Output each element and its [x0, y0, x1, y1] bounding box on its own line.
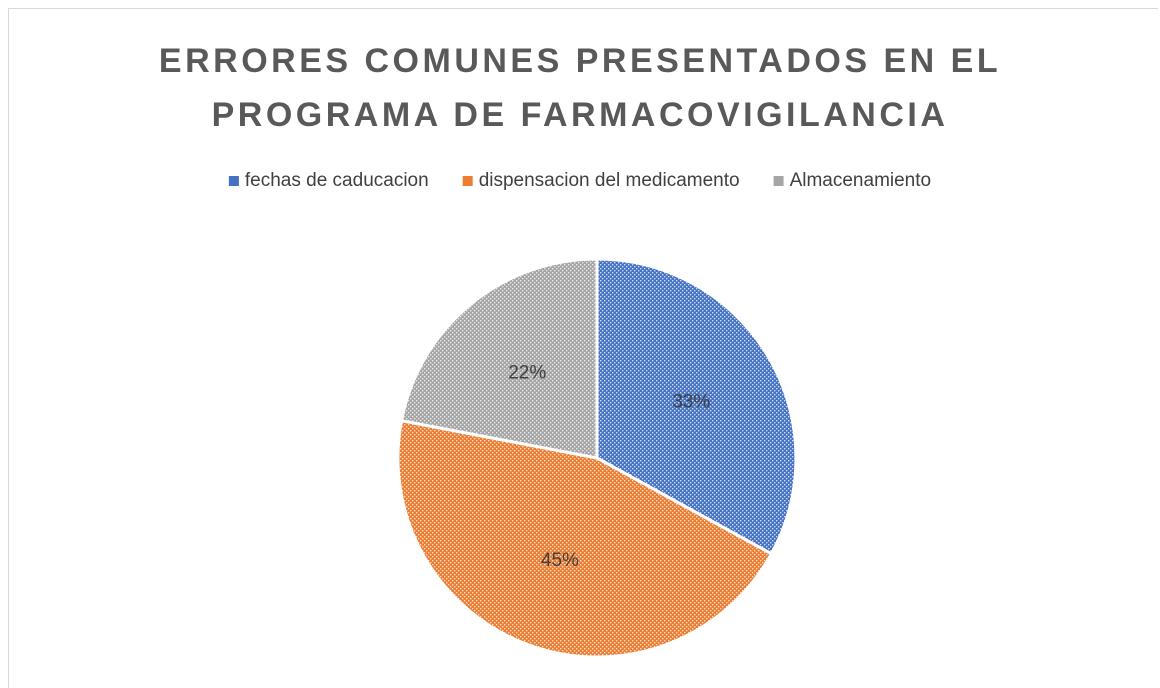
legend-label: Almacenamiento: [790, 170, 932, 191]
pie-slice: [396, 418, 774, 659]
legend-item: fechas de caducacion: [228, 170, 429, 191]
data-label: 22%: [508, 363, 546, 384]
pie-slice: [399, 257, 599, 460]
legend-item: Almacenamiento: [773, 170, 932, 191]
data-label: 45%: [541, 550, 579, 571]
data-label: 33%: [672, 391, 710, 412]
legend-label: fechas de caducacion: [245, 170, 429, 191]
chart-title: ERRORES COMUNES PRESENTADOS EN EL PROGRA…: [158, 42, 1002, 134]
legend-marker: [228, 176, 239, 186]
pie-slice: [595, 257, 798, 556]
legend-label: dispensacion del medicamento: [479, 170, 740, 191]
legend-marker: [773, 176, 784, 186]
legend-item: dispensacion del medicamento: [462, 170, 740, 191]
legend-marker: [462, 176, 473, 186]
chart-frame: [8, 8, 1158, 688]
